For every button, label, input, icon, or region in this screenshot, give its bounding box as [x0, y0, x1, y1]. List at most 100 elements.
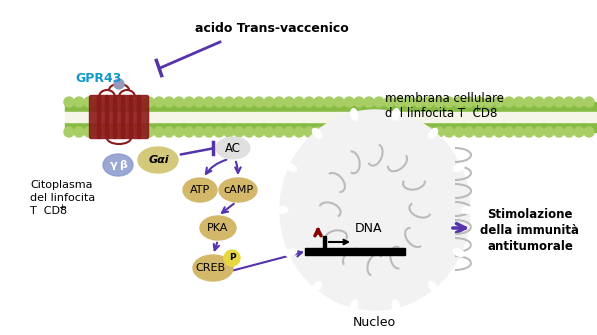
Circle shape: [504, 97, 514, 107]
Circle shape: [434, 97, 444, 107]
Circle shape: [294, 127, 304, 137]
Circle shape: [114, 97, 124, 107]
Circle shape: [414, 127, 424, 137]
Text: P: P: [229, 254, 235, 263]
Circle shape: [354, 127, 364, 137]
Circle shape: [354, 97, 364, 107]
FancyBboxPatch shape: [113, 95, 125, 138]
Text: ATP: ATP: [190, 185, 210, 195]
Text: PKA: PKA: [207, 223, 229, 233]
Circle shape: [134, 97, 144, 107]
Circle shape: [314, 127, 324, 137]
Circle shape: [454, 127, 464, 137]
Text: β: β: [119, 160, 127, 170]
Ellipse shape: [350, 109, 358, 120]
Text: Stimolazione: Stimolazione: [487, 207, 573, 220]
Circle shape: [174, 97, 184, 107]
Circle shape: [484, 127, 494, 137]
Ellipse shape: [138, 147, 178, 173]
Circle shape: [424, 127, 434, 137]
Circle shape: [544, 127, 554, 137]
Circle shape: [384, 127, 394, 137]
Circle shape: [444, 127, 454, 137]
Circle shape: [64, 127, 74, 137]
Circle shape: [514, 127, 524, 137]
Ellipse shape: [429, 128, 438, 139]
FancyBboxPatch shape: [122, 95, 133, 138]
Circle shape: [344, 97, 354, 107]
Text: DNA: DNA: [355, 221, 383, 234]
Text: +: +: [58, 202, 65, 211]
Circle shape: [194, 127, 204, 137]
Ellipse shape: [285, 249, 297, 257]
Text: GPR43: GPR43: [75, 71, 121, 84]
FancyBboxPatch shape: [130, 95, 140, 138]
Circle shape: [534, 127, 544, 137]
Circle shape: [304, 127, 314, 137]
Circle shape: [464, 97, 474, 107]
Circle shape: [554, 97, 564, 107]
Circle shape: [404, 97, 414, 107]
Text: cAMP: cAMP: [223, 185, 253, 195]
Circle shape: [344, 127, 354, 137]
Circle shape: [364, 127, 374, 137]
Circle shape: [414, 97, 424, 107]
FancyBboxPatch shape: [97, 95, 109, 138]
Circle shape: [114, 127, 124, 137]
Text: membrana cellulare: membrana cellulare: [385, 91, 504, 105]
Ellipse shape: [193, 255, 233, 281]
Circle shape: [564, 97, 574, 107]
Circle shape: [374, 127, 384, 137]
Text: CREB: CREB: [195, 263, 225, 273]
Circle shape: [484, 97, 494, 107]
Circle shape: [374, 97, 384, 107]
Circle shape: [74, 127, 84, 137]
Circle shape: [234, 97, 244, 107]
Circle shape: [284, 127, 294, 137]
Circle shape: [224, 97, 234, 107]
Circle shape: [214, 97, 224, 107]
Circle shape: [124, 127, 134, 137]
Circle shape: [184, 127, 194, 137]
Ellipse shape: [392, 299, 399, 312]
Circle shape: [254, 97, 264, 107]
Ellipse shape: [312, 128, 322, 139]
Circle shape: [264, 97, 274, 107]
Circle shape: [74, 97, 84, 107]
Circle shape: [474, 127, 484, 137]
Circle shape: [264, 127, 274, 137]
Text: γ: γ: [110, 160, 118, 170]
Circle shape: [324, 127, 334, 137]
Text: T  CD8: T CD8: [30, 206, 67, 216]
Circle shape: [244, 97, 254, 107]
Text: Nucleo: Nucleo: [353, 316, 396, 329]
Circle shape: [494, 127, 504, 137]
Bar: [65, 102, 597, 112]
Circle shape: [444, 97, 454, 107]
Ellipse shape: [103, 154, 133, 176]
Circle shape: [514, 97, 524, 107]
Text: del linfocita: del linfocita: [30, 193, 96, 203]
Ellipse shape: [453, 249, 464, 257]
Circle shape: [204, 127, 214, 137]
Circle shape: [184, 97, 194, 107]
Circle shape: [534, 97, 544, 107]
Circle shape: [314, 97, 324, 107]
Circle shape: [104, 97, 114, 107]
Text: acido Trans-vaccenico: acido Trans-vaccenico: [195, 21, 349, 35]
Circle shape: [114, 79, 124, 89]
Circle shape: [494, 97, 504, 107]
Circle shape: [274, 97, 284, 107]
Text: antitumorale: antitumorale: [487, 240, 573, 253]
Ellipse shape: [285, 163, 297, 172]
Text: del linfocita T  CD8: del linfocita T CD8: [385, 107, 497, 120]
Ellipse shape: [350, 299, 358, 312]
Circle shape: [284, 97, 294, 107]
Circle shape: [274, 127, 284, 137]
Ellipse shape: [280, 110, 470, 310]
Circle shape: [384, 97, 394, 107]
Circle shape: [224, 250, 240, 266]
Bar: [305, 248, 405, 255]
FancyBboxPatch shape: [473, 199, 587, 261]
Circle shape: [524, 127, 534, 137]
